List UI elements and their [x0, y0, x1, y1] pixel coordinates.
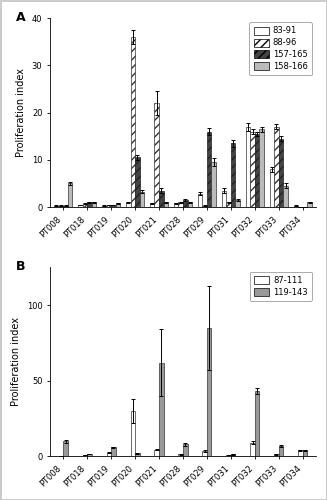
Bar [202, 206, 207, 207]
Bar [207, 132, 212, 207]
Bar [307, 202, 312, 207]
Bar [179, 454, 183, 456]
Bar [107, 204, 111, 207]
Bar [183, 444, 187, 456]
Bar [68, 184, 72, 207]
Bar [111, 204, 116, 207]
Bar [279, 446, 283, 456]
Bar [207, 328, 212, 456]
Bar [222, 190, 226, 207]
Bar [179, 202, 183, 207]
Bar [303, 450, 307, 456]
Bar [87, 454, 92, 456]
Bar [63, 442, 68, 456]
Bar [202, 451, 207, 456]
Bar [250, 132, 255, 207]
Bar [270, 170, 274, 207]
Bar [87, 202, 92, 207]
Bar [150, 204, 154, 207]
Bar [212, 162, 216, 207]
Bar [78, 204, 83, 207]
Y-axis label: Proliferation index: Proliferation index [16, 68, 26, 157]
Bar [83, 204, 87, 207]
Bar [246, 127, 250, 207]
Bar [231, 454, 235, 456]
Bar [259, 129, 264, 207]
Bar [274, 454, 279, 456]
Bar [54, 206, 59, 207]
Bar [59, 206, 63, 207]
Bar [183, 200, 187, 207]
Bar [226, 202, 231, 207]
Bar [92, 202, 96, 207]
Bar [279, 138, 283, 207]
Bar [154, 450, 159, 456]
Bar [294, 206, 298, 207]
Bar [135, 454, 140, 456]
Bar [283, 186, 288, 207]
Bar [135, 158, 140, 207]
Bar [159, 362, 164, 456]
Bar [274, 127, 279, 207]
Bar [126, 202, 130, 207]
Bar [107, 452, 111, 456]
Bar [226, 455, 231, 456]
Bar [159, 190, 164, 207]
Y-axis label: Proliferation index: Proliferation index [11, 318, 21, 406]
Bar [63, 206, 68, 207]
Bar [255, 134, 259, 207]
Bar [235, 200, 240, 207]
Text: B: B [15, 260, 25, 273]
Bar [164, 202, 168, 207]
Bar [130, 37, 135, 207]
Bar [154, 103, 159, 207]
Legend: 87-111, 119-143: 87-111, 119-143 [250, 272, 312, 301]
Bar [102, 206, 107, 207]
Bar [187, 202, 192, 207]
Text: A: A [15, 10, 25, 24]
Bar [298, 450, 303, 456]
Bar [83, 455, 87, 456]
Bar [231, 144, 235, 207]
Legend: 83-91, 88-96, 157-165, 158-166: 83-91, 88-96, 157-165, 158-166 [250, 22, 312, 76]
Bar [255, 392, 259, 456]
Bar [111, 448, 116, 456]
Bar [116, 204, 120, 207]
Bar [130, 411, 135, 457]
Bar [198, 194, 202, 207]
Bar [174, 204, 179, 207]
Bar [250, 443, 255, 456]
Bar [140, 192, 144, 207]
